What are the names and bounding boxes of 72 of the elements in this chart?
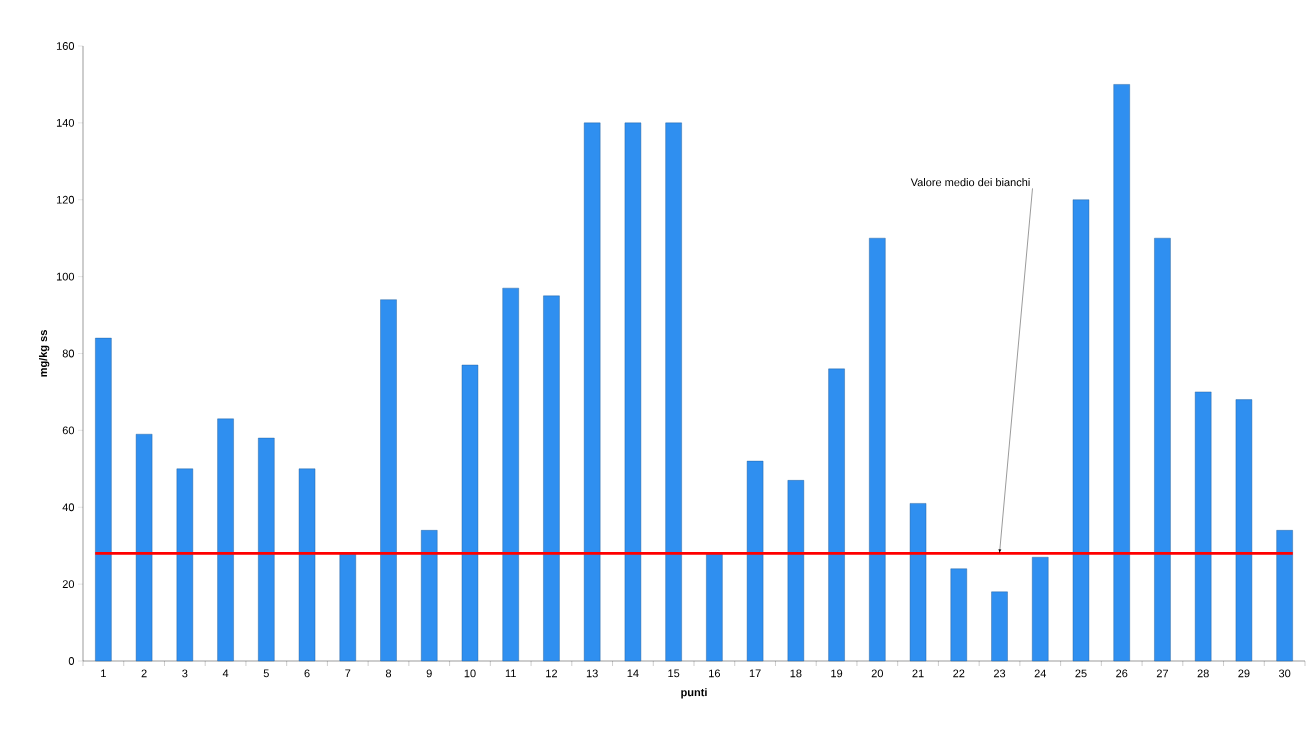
x-tick-label: 17 <box>749 669 761 678</box>
bar <box>502 287 519 662</box>
bar <box>624 122 642 662</box>
bar <box>217 418 234 662</box>
x-tick-label: 24 <box>1034 669 1047 678</box>
y-tick-label: 160 <box>56 42 75 50</box>
x-tick-label: 30 <box>1278 669 1291 678</box>
x-tick-label: 7 <box>345 669 351 678</box>
bar <box>787 480 805 662</box>
y-tick-label: 100 <box>56 272 75 281</box>
y-axis-title: mg/kg ss <box>38 330 50 377</box>
x-tick-label: 20 <box>871 669 883 678</box>
bar <box>1032 557 1049 662</box>
bar <box>339 553 356 662</box>
x-tick-label: 16 <box>709 669 721 678</box>
bar <box>665 122 682 662</box>
x-tick-label: 22 <box>953 669 965 678</box>
x-tick-label: 1 <box>101 669 106 678</box>
bar <box>1276 530 1293 662</box>
x-tick-label: 25 <box>1075 669 1087 678</box>
x-tick-label: 9 <box>426 669 432 678</box>
x-tick-label: 4 <box>222 669 229 678</box>
x-tick-label: 5 <box>263 669 269 678</box>
bar <box>298 468 316 662</box>
bar <box>1235 399 1253 662</box>
bar <box>869 237 886 662</box>
bar <box>583 122 601 662</box>
bar <box>1113 84 1130 662</box>
x-tick-label: 19 <box>831 669 843 678</box>
bar <box>1194 391 1212 662</box>
x-tick-label: 26 <box>1116 669 1128 678</box>
bar <box>828 368 845 662</box>
x-tick-label: 21 <box>912 669 924 678</box>
bar <box>1154 237 1171 662</box>
bar <box>543 295 560 662</box>
bar <box>176 468 194 662</box>
y-tick-label: 60 <box>62 426 75 435</box>
y-tick-label: 120 <box>56 195 75 204</box>
bar <box>950 568 967 662</box>
y-tick-label: 80 <box>62 349 75 358</box>
x-tick-label: 23 <box>993 669 1006 678</box>
x-tick-label: 11 <box>505 669 516 678</box>
x-tick-label: 13 <box>586 669 598 678</box>
bar <box>135 434 153 662</box>
y-tick-label: 40 <box>62 503 75 512</box>
x-tick-label: 27 <box>1156 669 1168 678</box>
x-tick-label: 29 <box>1238 669 1250 678</box>
annotation: Valore medio dei bianchi <box>910 178 1030 187</box>
x-tick-label: 15 <box>668 669 680 678</box>
x-tick-label: 10 <box>464 669 476 678</box>
bar <box>380 299 397 662</box>
bar <box>95 337 112 662</box>
y-tick-label: 140 <box>56 118 75 127</box>
bar <box>706 553 723 662</box>
x-axis-title: punti <box>681 688 707 699</box>
bar <box>258 437 275 662</box>
x-tick-label: 28 <box>1197 669 1209 678</box>
x-tick-label: 12 <box>546 669 557 678</box>
bar <box>1072 199 1090 662</box>
x-tick-label: 14 <box>627 669 639 678</box>
x-tick-label: 18 <box>790 669 802 678</box>
x-tick-label: 8 <box>385 669 392 678</box>
bar <box>746 460 764 662</box>
bar <box>421 530 438 662</box>
y-tick-label: 20 <box>62 580 75 589</box>
y-tick-label: 0 <box>68 657 75 665</box>
bar <box>909 503 927 662</box>
bar <box>991 591 1008 662</box>
x-tick-label: 2 <box>141 669 147 678</box>
x-tick-label: 3 <box>182 669 188 678</box>
bar <box>461 364 479 662</box>
x-tick-label: 6 <box>304 669 310 678</box>
